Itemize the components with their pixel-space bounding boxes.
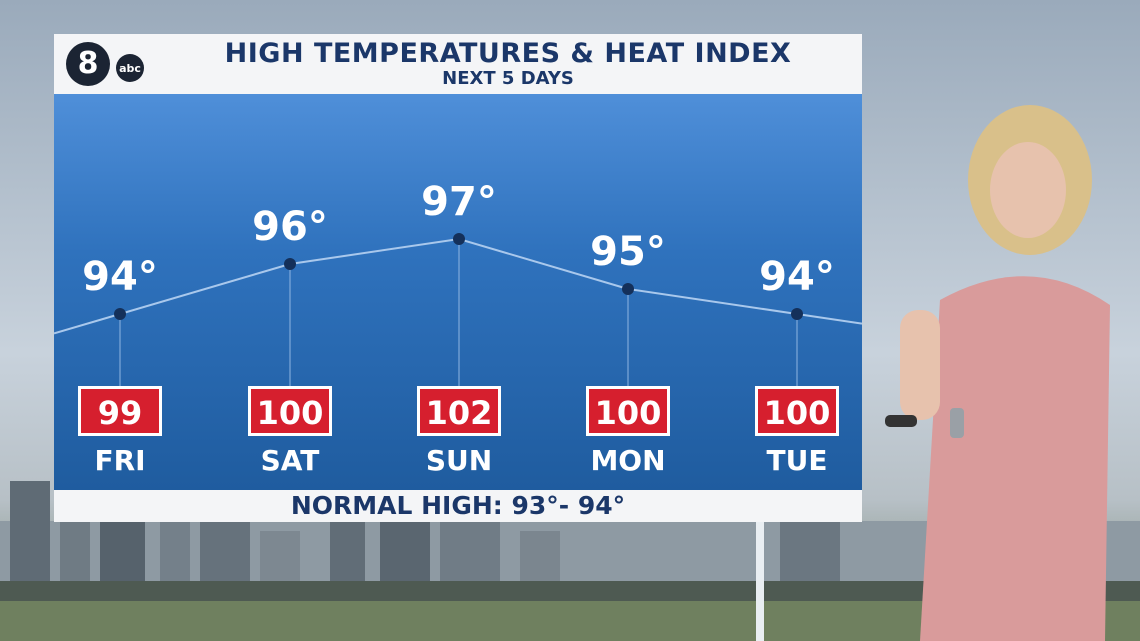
station-logo-icon: 8 abc (66, 42, 144, 86)
heat-index-box (81, 389, 159, 433)
temperature-chart: 94° 99 FRI 96° 100 SAT 97° 102 SUN 95° 100 MON 94° 10… (54, 94, 862, 490)
graphic-subtitle: NEXT 5 DAYS (442, 68, 574, 89)
temperature-label: 96° (252, 204, 328, 250)
day-label: SUN (426, 444, 492, 477)
day-label: TUE (767, 444, 828, 477)
svg-text:8: 8 (78, 46, 99, 81)
title-bar: 8 abc HIGH TEMPERATURES & HEAT INDEX NEX… (54, 34, 862, 94)
heat-index-value: 100 (595, 394, 662, 432)
heat-index-box (589, 389, 667, 433)
day-label: FRI (94, 444, 145, 477)
day-label: MON (590, 444, 665, 477)
heat-index-value: 100 (764, 394, 831, 432)
presenter (885, 105, 1110, 641)
temperature-label: 95° (590, 229, 666, 275)
temperature-label: 97° (421, 179, 497, 225)
heat-index-value: 100 (257, 394, 324, 432)
data-point (791, 308, 803, 320)
svg-text:abc: abc (119, 62, 141, 75)
data-point (114, 308, 126, 320)
temperature-line (54, 237, 862, 335)
temperature-label: 94° (759, 254, 835, 300)
temperature-label: 94° (82, 254, 158, 300)
heat-index-box (758, 389, 836, 433)
normal-high-bar: NORMAL HIGH: 93°- 94° (54, 490, 862, 522)
heat-index-box (420, 389, 498, 433)
data-point (453, 233, 465, 245)
heat-index-box (251, 389, 329, 433)
data-point (284, 258, 296, 270)
heat-index-value: 102 (426, 394, 493, 432)
weather-graphic: 8 abc HIGH TEMPERATURES & HEAT INDEX NEX… (54, 34, 862, 522)
day-label: SAT (261, 444, 320, 477)
chart-svg: 94° 99 FRI 96° 100 SAT 97° 102 SUN 95° 100 MON 94° 10… (54, 179, 862, 477)
heat-index-value: 99 (98, 394, 143, 432)
graphic-title: HIGH TEMPERATURES & HEAT INDEX (224, 38, 792, 69)
data-point (622, 283, 634, 295)
